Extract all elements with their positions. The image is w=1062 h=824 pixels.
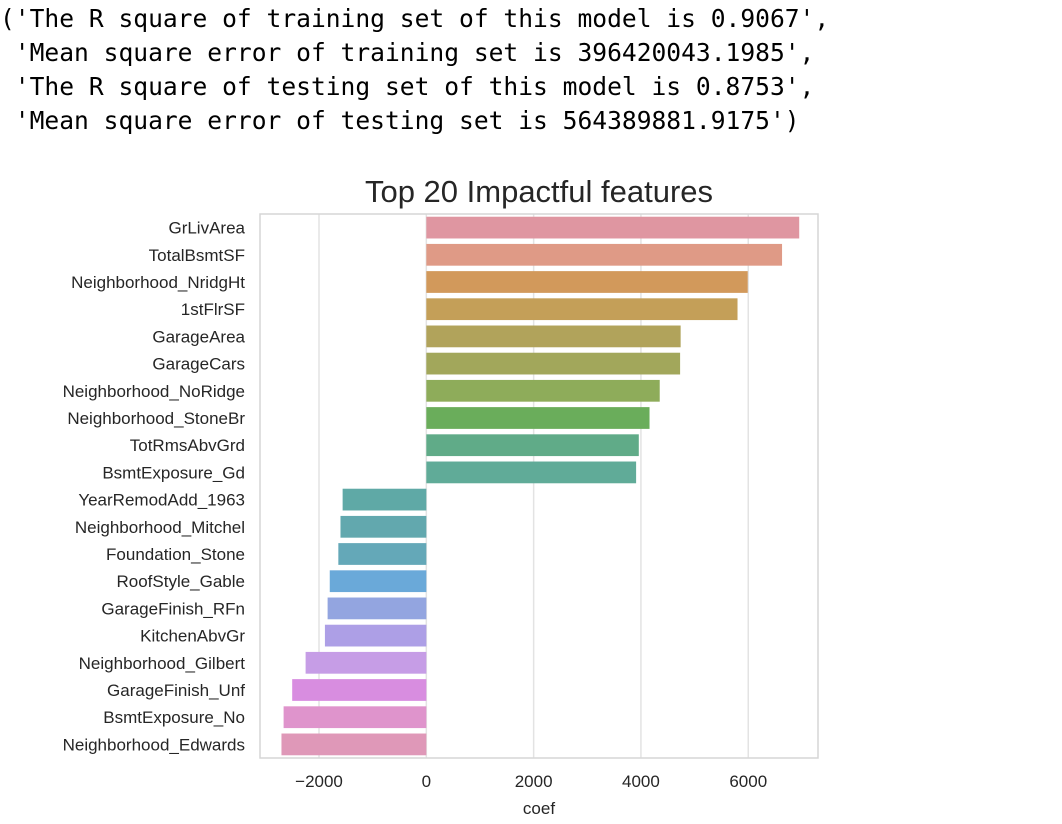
bar — [426, 271, 748, 293]
y-tick-label: BsmtExposure_No — [103, 708, 245, 727]
y-tick-label: Foundation_Stone — [106, 545, 245, 564]
bar — [426, 216, 800, 239]
bar — [324, 624, 427, 647]
bar — [327, 597, 427, 620]
bar — [426, 379, 660, 402]
x-tick-labels: −2000 0 2000 4000 6000 — [295, 772, 767, 791]
x-tick-label: 2000 — [515, 772, 553, 791]
y-tick-label: KitchenAbvGr — [140, 627, 245, 646]
bars — [281, 216, 800, 756]
y-tick-label: TotRmsAbvGrd — [130, 436, 245, 455]
bar — [283, 706, 427, 729]
output-line-mse-test: 'Mean square error of testing set is 564… — [0, 106, 800, 135]
y-tick-label: GrLivArea — [168, 219, 245, 238]
y-tick-label: GarageCars — [152, 355, 245, 374]
bar — [426, 461, 637, 484]
bar — [338, 543, 427, 565]
y-tick-label: BsmtExposure_Gd — [102, 463, 245, 482]
y-tick-label: RoofStyle_Gable — [116, 572, 245, 591]
bar — [292, 679, 427, 701]
y-tick-label: Neighborhood_NridgHt — [71, 273, 245, 292]
cell-output-text: ('The R square of training set of this m… — [0, 0, 1062, 171]
output-line-r2-train: ('The R square of training set of this m… — [0, 4, 830, 33]
x-tick-label: 0 — [422, 772, 431, 791]
y-tick-label: 1stFlrSF — [181, 300, 245, 319]
y-tick-label: Neighborhood_NoRidge — [63, 382, 245, 401]
y-tick-label: GarageFinish_Unf — [107, 681, 245, 700]
plot-frame — [259, 213, 819, 759]
bar — [426, 352, 681, 375]
bar — [426, 407, 650, 429]
x-axis-title: coef — [523, 799, 555, 818]
y-tick-label: GarageFinish_RFn — [101, 599, 245, 618]
y-tick-label: TotalBsmtSF — [149, 246, 245, 265]
bar — [426, 243, 783, 266]
y-tick-labels: GrLivArea TotalBsmtSF Neighborhood_NridgHt… — [63, 219, 246, 755]
bar — [426, 325, 681, 348]
y-tick-label: Neighborhood_StoneBr — [67, 409, 245, 428]
bar — [340, 515, 427, 538]
y-tick-label: Neighborhood_Gilbert — [79, 654, 246, 673]
bar — [281, 733, 427, 756]
bar — [426, 298, 738, 321]
output-line-r2-test: 'The R square of testing set of this mod… — [0, 72, 815, 101]
bar — [342, 488, 427, 511]
x-tick-label: −2000 — [295, 772, 343, 791]
output-line-mse-train: 'Mean square error of training set is 39… — [0, 38, 815, 67]
bar — [426, 434, 639, 457]
y-tick-label: Neighborhood_Mitchel — [75, 518, 245, 537]
chart-title: Top 20 Impactful features — [365, 174, 713, 209]
y-tick-label: Neighborhood_Edwards — [63, 735, 245, 754]
grid-lines — [318, 214, 749, 758]
bar — [305, 651, 427, 674]
bar — [329, 570, 427, 593]
x-tick-label: 4000 — [622, 772, 660, 791]
y-tick-label: GarageArea — [152, 327, 245, 346]
y-tick-label: YearRemodAdd_1963 — [78, 491, 245, 510]
x-tick-label: 6000 — [729, 772, 767, 791]
